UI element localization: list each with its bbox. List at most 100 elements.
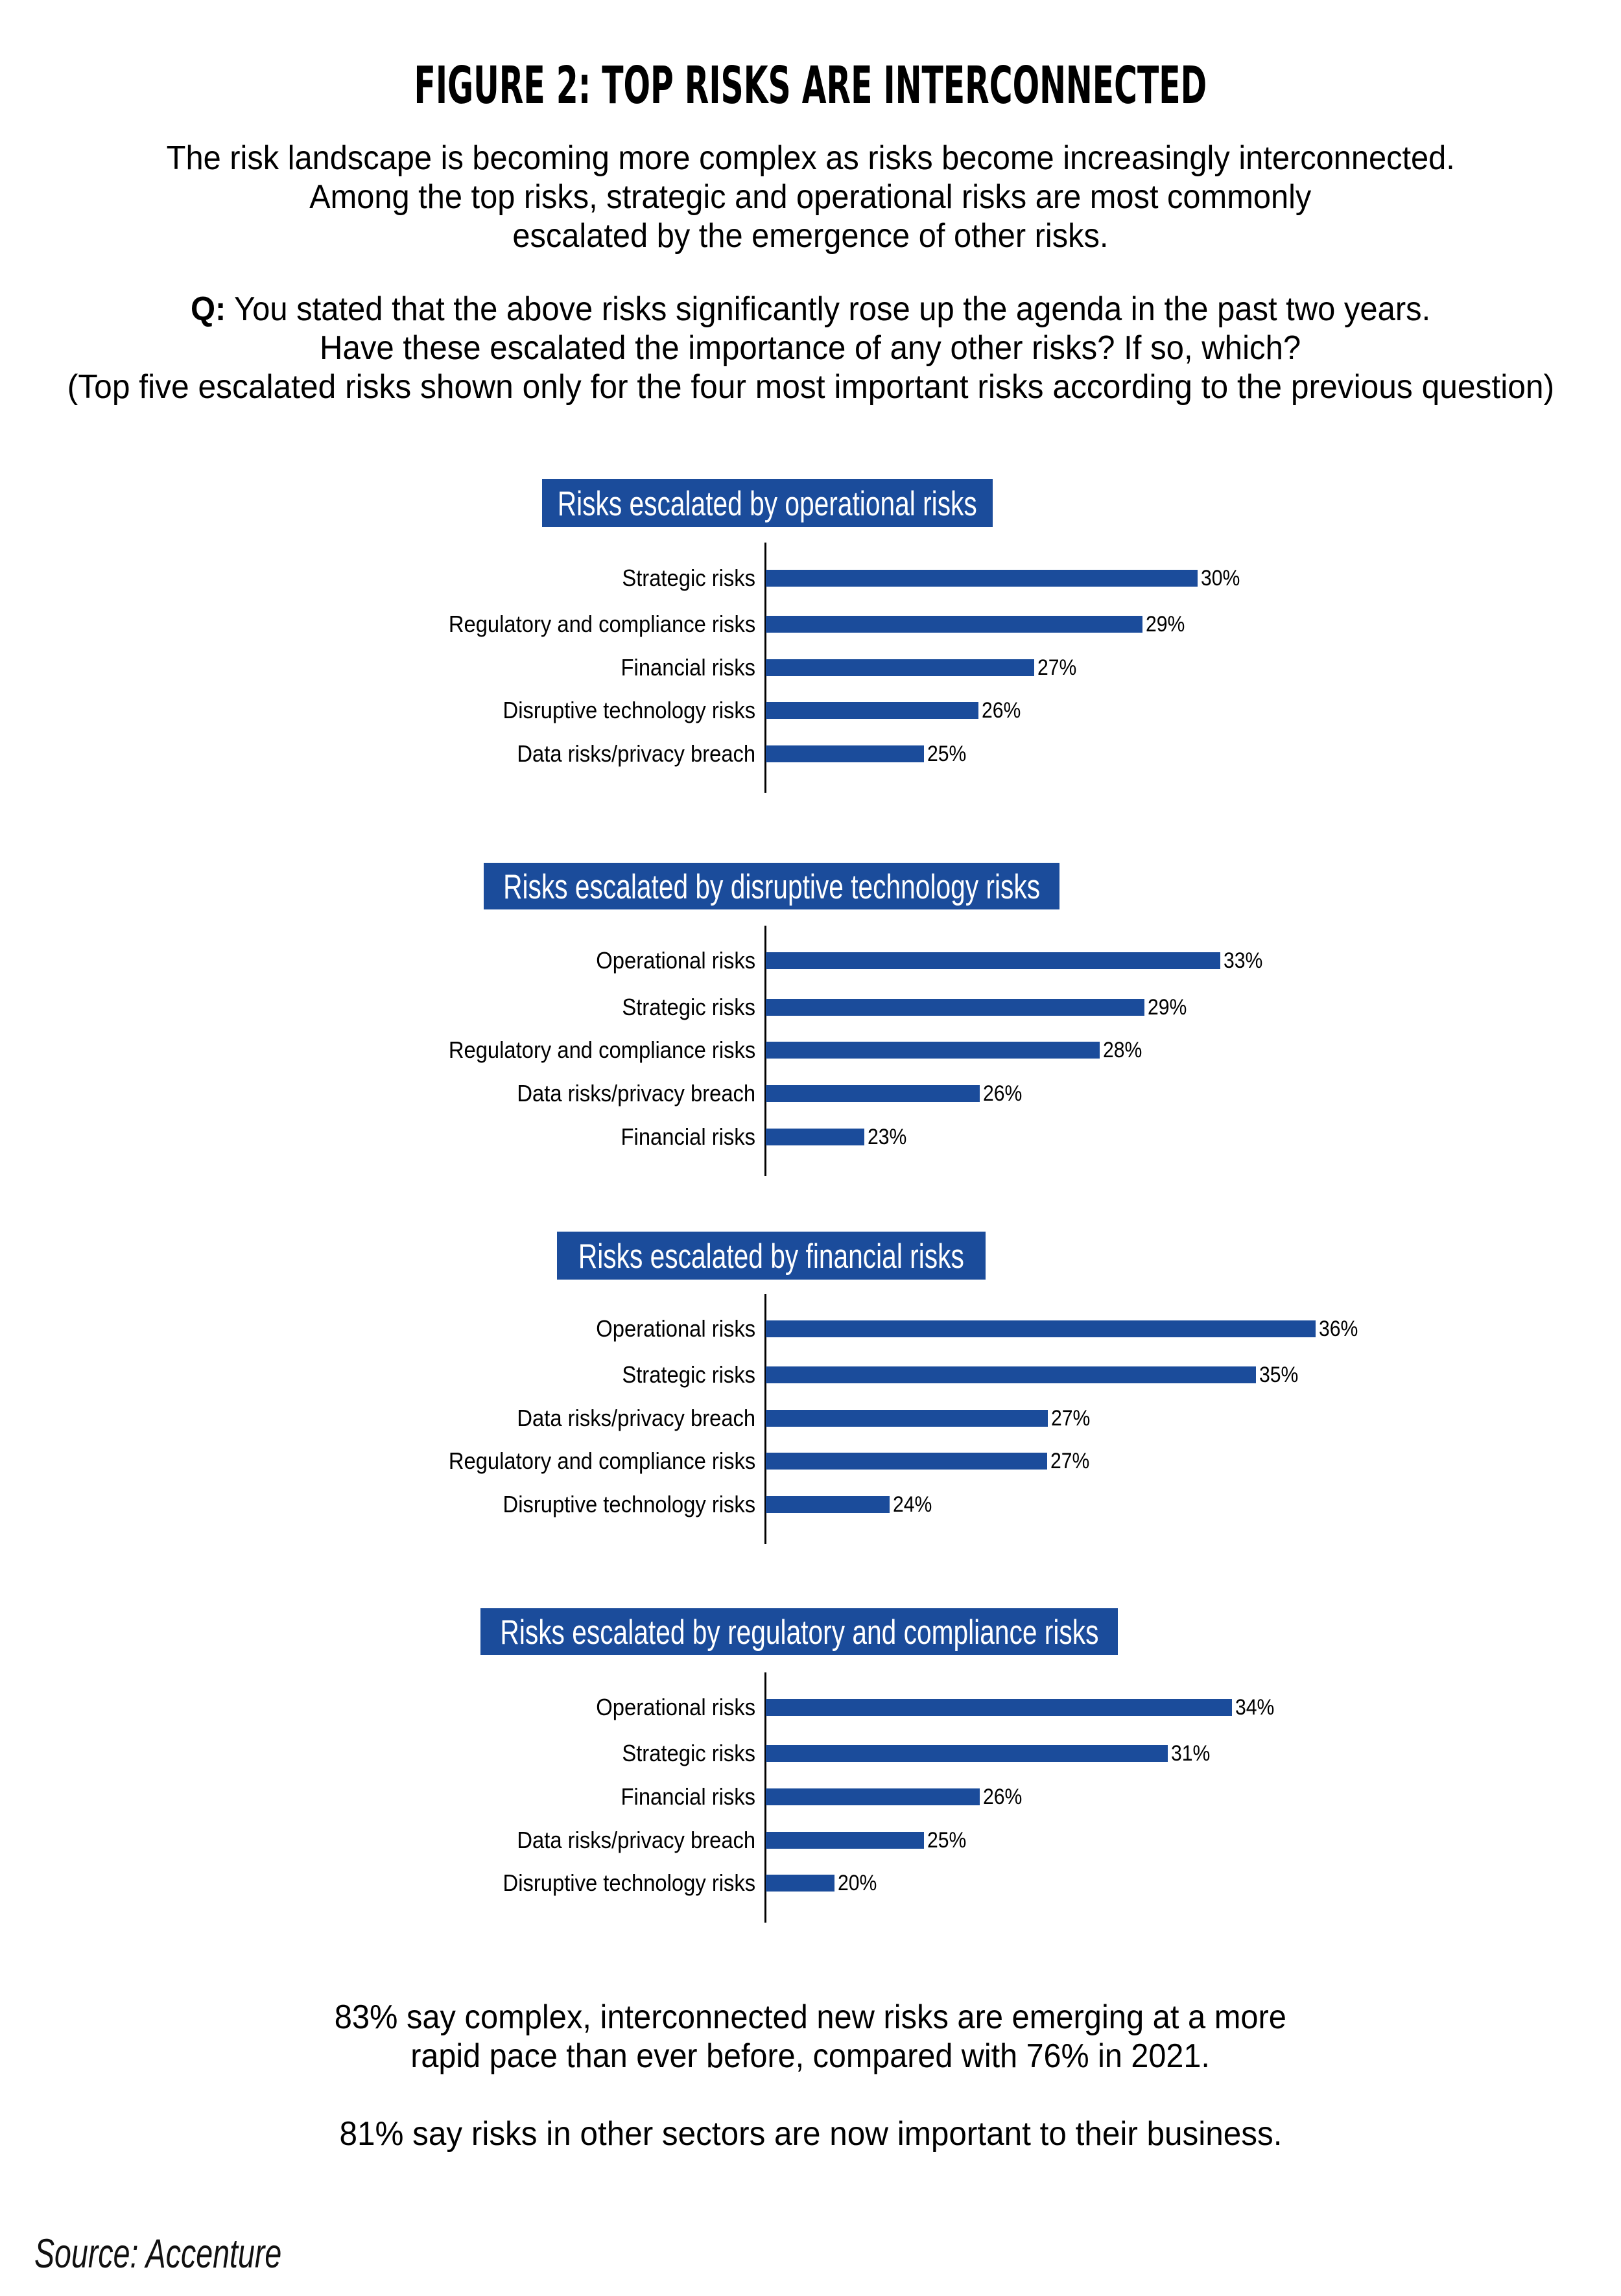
bar-value: 27%	[1050, 1449, 1094, 1474]
bar-value: 26%	[981, 698, 1026, 723]
chart-header-label: Risks escalated by regulatory and compli…	[499, 1613, 1099, 1652]
question-line-text-wrap: Q: You stated that the above risks signi…	[191, 290, 1430, 329]
bar-value: 25%	[927, 1829, 971, 1851]
question-line-text: (Top five escalated risks shown only for…	[67, 368, 1554, 406]
stat-paragraph-83: 83% say complex, interconnected new risk…	[0, 1998, 1621, 2076]
bar-label: Financial risks	[0, 1783, 755, 1810]
chart-header: Risks escalated by disruptive technology…	[484, 863, 1059, 909]
bar-value-text: 29%	[1145, 611, 1185, 637]
bar-value: 20%	[837, 1871, 882, 1896]
question-paragraph: Q: You stated that the above risks signi…	[0, 290, 1621, 406]
bar-label-text: Data risks/privacy breach	[517, 1404, 755, 1431]
figure-title-text: FIGURE 2: TOP RISKS ARE INTERCONNECTED	[414, 56, 1207, 115]
bar-value: 27%	[1037, 657, 1082, 679]
chart-header-label: Risks escalated by operational risks	[557, 484, 978, 523]
question-prefix: Q:	[190, 290, 226, 328]
bar-label-text: Operational risks	[596, 947, 755, 974]
bar-value-text: 27%	[1050, 1405, 1090, 1431]
axis-line	[764, 925, 766, 1176]
bar-label-text: Disruptive technology risks	[503, 1491, 755, 1518]
bar-label: Data risks/privacy breach	[0, 1404, 755, 1431]
bar-value: 28%	[1102, 1038, 1147, 1063]
intro-line-text: Among the top risks, strategic and opera…	[309, 178, 1312, 216]
bar	[765, 1128, 864, 1145]
source-credit: Source: Accenture	[34, 2231, 369, 2277]
question-line: Have these escalated the importance of a…	[0, 329, 1621, 368]
bar-value: 26%	[983, 1786, 1027, 1808]
bar-label: Operational risks	[0, 1315, 755, 1342]
bar-value: 33%	[1224, 950, 1268, 972]
bar-label-text: Data risks/privacy breach	[517, 1079, 755, 1107]
bar-value-text: 31%	[1170, 1741, 1210, 1766]
intro-line-text: escalated by the emergence of other risk…	[512, 217, 1109, 255]
bar	[765, 1084, 980, 1102]
question-line-text: You stated that the above risks signific…	[226, 290, 1431, 328]
bar-value: 31%	[1170, 1741, 1215, 1766]
stat-line-text: 83% say complex, interconnected new risk…	[334, 1998, 1287, 2036]
chart-header: Risks escalated by regulatory and compli…	[480, 1608, 1118, 1655]
bar-label-text: Data risks/privacy breach	[517, 1826, 755, 1853]
figure-title: FIGURE 2: TOP RISKS ARE INTERCONNECTED	[0, 60, 1621, 111]
axis-line	[764, 543, 766, 793]
bar-label-text: Disruptive technology risks	[503, 697, 755, 724]
bar-value: 24%	[892, 1492, 937, 1517]
bar-value-text: 26%	[981, 698, 1021, 723]
stat-line: 81% say risks in other sectors are now i…	[0, 2114, 1621, 2153]
bar-label: Financial risks	[0, 1125, 755, 1148]
bar-label: Disruptive technology risks	[0, 1491, 755, 1518]
bar	[765, 1366, 1256, 1384]
bar-value: 30%	[1200, 565, 1245, 591]
question-line: (Top five escalated risks shown only for…	[0, 368, 1621, 406]
bar	[765, 1453, 1047, 1470]
bar	[765, 569, 1198, 587]
bar-label: Data risks/privacy breach	[0, 1079, 755, 1107]
bar	[765, 1699, 1232, 1716]
bar-value: 29%	[1147, 994, 1192, 1020]
bar-value-text: 28%	[1102, 1038, 1142, 1063]
bar-value-text: 20%	[837, 1871, 877, 1896]
bar-label: Data risks/privacy breach	[0, 1826, 755, 1853]
bar-label-text: Strategic risks	[622, 993, 755, 1020]
bar-label: Strategic risks	[0, 1740, 755, 1767]
intro-line-text: The risk landscape is becoming more comp…	[166, 139, 1455, 177]
bar-label-text: Financial risks	[621, 1783, 755, 1810]
bar-label: Regulatory and compliance risks	[0, 610, 755, 637]
bar-value: 34%	[1235, 1696, 1279, 1718]
stat-line: 83% say complex, interconnected new risk…	[0, 1998, 1621, 2037]
bar-value-text: 30%	[1200, 565, 1240, 591]
bar-label: Regulatory and compliance risks	[0, 1449, 755, 1473]
stat-line: rapid pace than ever before, compared wi…	[0, 2037, 1621, 2076]
bar-value: 27%	[1050, 1405, 1095, 1431]
bar-value-text: 24%	[892, 1492, 932, 1517]
bar-value-text: 27%	[1050, 1449, 1089, 1474]
intro-line: Among the top risks, strategic and opera…	[0, 178, 1621, 217]
bar-label-text: Strategic risks	[622, 564, 755, 591]
bar-value-text: 29%	[1147, 994, 1187, 1020]
bar-value: 35%	[1259, 1363, 1303, 1388]
chart-header-label: Risks escalated by disruptive technology…	[503, 867, 1041, 906]
stat-line-text: 81% say risks in other sectors are now i…	[339, 2115, 1282, 2153]
stat-line-text: rapid pace than ever before, compared wi…	[410, 2037, 1211, 2075]
intro-paragraph: The risk landscape is becoming more comp…	[0, 139, 1621, 255]
bar-value-text: 23%	[867, 1124, 906, 1149]
bar-label-text: Operational risks	[596, 1694, 755, 1721]
bar	[765, 659, 1034, 676]
bar-label: Strategic risks	[0, 564, 755, 591]
bar	[765, 1875, 834, 1892]
bar	[765, 1409, 1048, 1427]
chart-header: Risks escalated by operational risks	[542, 479, 993, 527]
bar-value-text: 36%	[1318, 1316, 1358, 1341]
bar	[765, 1496, 890, 1514]
bar-value: 25%	[927, 741, 971, 766]
bar-label-text: Disruptive technology risks	[503, 1869, 755, 1897]
bar-value-text: 35%	[1259, 1363, 1298, 1388]
bar-label-text: Regulatory and compliance risks	[448, 1037, 755, 1064]
bar-label-text: Operational risks	[596, 1315, 755, 1342]
bar-label-text: Regulatory and compliance risks	[448, 610, 755, 637]
bar-value: 29%	[1145, 611, 1190, 637]
bar	[765, 1042, 1100, 1059]
bar-label-text: Strategic risks	[622, 1740, 755, 1767]
bar-value: 23%	[867, 1124, 912, 1149]
chart-header-label: Risks escalated by financial risks	[578, 1237, 964, 1276]
bar-value-text: 25%	[927, 741, 966, 766]
